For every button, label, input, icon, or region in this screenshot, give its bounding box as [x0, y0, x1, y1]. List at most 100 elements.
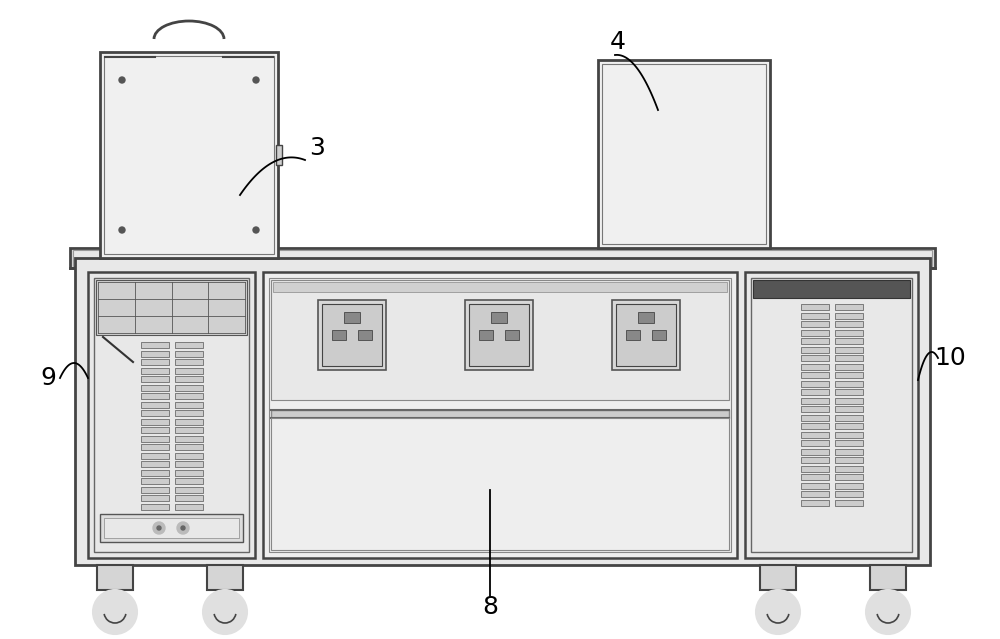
Bar: [834, 431, 862, 438]
Bar: [612, 300, 680, 370]
Bar: [175, 461, 202, 467]
Bar: [800, 423, 828, 429]
Bar: [269, 278, 731, 552]
Bar: [140, 359, 168, 365]
Bar: [800, 457, 828, 463]
Bar: [271, 280, 729, 400]
Bar: [465, 300, 533, 370]
Text: 3: 3: [309, 136, 325, 160]
Bar: [834, 364, 862, 369]
Bar: [175, 410, 202, 416]
Bar: [834, 500, 862, 505]
Bar: [834, 389, 862, 395]
Bar: [175, 367, 202, 374]
Bar: [834, 346, 862, 353]
Bar: [175, 393, 202, 399]
Bar: [175, 470, 202, 475]
Bar: [175, 436, 202, 442]
Circle shape: [119, 227, 125, 233]
Bar: [140, 495, 168, 501]
Circle shape: [247, 221, 265, 239]
Bar: [263, 272, 737, 558]
Bar: [800, 355, 828, 361]
Bar: [800, 397, 828, 403]
Bar: [800, 474, 828, 480]
Bar: [834, 406, 862, 412]
Text: 9: 9: [40, 366, 56, 390]
Bar: [344, 312, 360, 323]
Bar: [140, 385, 168, 390]
Bar: [70, 248, 935, 268]
Bar: [800, 330, 828, 335]
Bar: [834, 372, 862, 378]
Circle shape: [253, 227, 259, 233]
Bar: [140, 478, 168, 484]
Bar: [834, 457, 862, 463]
Bar: [94, 278, 249, 552]
Bar: [800, 440, 828, 446]
Bar: [834, 423, 862, 429]
Text: 8: 8: [482, 595, 498, 619]
Bar: [175, 385, 202, 390]
Text: 4: 4: [610, 30, 626, 54]
Bar: [800, 406, 828, 412]
Bar: [834, 338, 862, 344]
Circle shape: [157, 526, 161, 530]
Bar: [140, 342, 168, 348]
Bar: [834, 321, 862, 327]
Bar: [175, 444, 202, 450]
Bar: [800, 449, 828, 454]
Bar: [88, 272, 255, 558]
Circle shape: [253, 77, 259, 83]
Bar: [175, 478, 202, 484]
Bar: [100, 514, 243, 542]
Bar: [638, 312, 654, 323]
Bar: [800, 372, 828, 378]
Bar: [479, 330, 493, 340]
Bar: [100, 52, 278, 258]
Bar: [834, 380, 862, 387]
Bar: [104, 518, 239, 538]
Bar: [140, 367, 168, 374]
Bar: [834, 482, 862, 488]
Bar: [834, 491, 862, 497]
Bar: [276, 145, 282, 165]
Bar: [332, 330, 346, 340]
Circle shape: [153, 522, 165, 534]
Bar: [800, 491, 828, 497]
Bar: [73, 250, 932, 266]
Circle shape: [119, 77, 125, 83]
Bar: [616, 304, 676, 366]
Bar: [175, 342, 202, 348]
Bar: [140, 376, 168, 382]
Bar: [75, 258, 930, 565]
Bar: [602, 64, 766, 244]
Bar: [140, 504, 168, 509]
Bar: [834, 440, 862, 446]
Bar: [800, 338, 828, 344]
Bar: [800, 304, 828, 310]
Bar: [800, 346, 828, 353]
Bar: [175, 504, 202, 509]
Bar: [751, 278, 912, 552]
Bar: [626, 330, 640, 340]
Bar: [140, 401, 168, 408]
Bar: [469, 304, 529, 366]
Bar: [322, 304, 382, 366]
Circle shape: [93, 590, 137, 634]
Circle shape: [113, 71, 131, 89]
Bar: [175, 419, 202, 424]
Bar: [800, 431, 828, 438]
Bar: [140, 393, 168, 399]
Bar: [140, 436, 168, 442]
Bar: [800, 482, 828, 488]
Circle shape: [177, 522, 189, 534]
Bar: [834, 397, 862, 403]
Bar: [358, 330, 372, 340]
Bar: [175, 401, 202, 408]
Bar: [834, 312, 862, 318]
Bar: [175, 452, 202, 459]
Bar: [140, 410, 168, 416]
Bar: [175, 486, 202, 493]
Bar: [96, 280, 247, 335]
